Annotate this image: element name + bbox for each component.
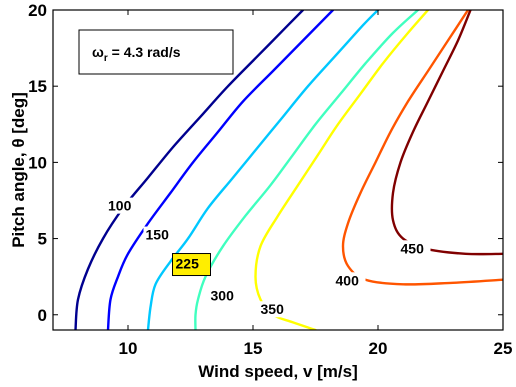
y-tick-label: 20 xyxy=(28,1,47,20)
contour-level-labels: 100 150 225 300 350 400 450 xyxy=(106,197,431,318)
annotation-text: ωr = 4.3 rad/s xyxy=(92,44,181,64)
y-tick-label: 0 xyxy=(38,306,47,325)
contour-line-225 xyxy=(146,10,380,330)
level-label-background xyxy=(398,240,431,257)
contour-line-300 xyxy=(194,10,420,330)
annotation-subscript: r xyxy=(104,53,108,64)
y-tick-label: 5 xyxy=(38,230,47,249)
plot-frame xyxy=(52,9,504,331)
level-label-background xyxy=(258,301,291,318)
x-tick-label: 15 xyxy=(244,339,263,358)
x-axis-label: Wind speed, v [m/s] xyxy=(198,362,357,381)
contour-line-150 xyxy=(106,10,335,330)
contour-line-400 xyxy=(341,10,503,286)
x-tick-label: 10 xyxy=(119,339,138,358)
highlighted-level-box xyxy=(172,253,211,277)
level-label-background xyxy=(106,197,138,214)
annotation-value: = 4.3 rad/s xyxy=(108,44,181,60)
x-tick-label: 25 xyxy=(494,339,513,358)
contour-label-100: 100 xyxy=(108,198,132,214)
contour-label-150: 150 xyxy=(146,227,170,243)
annotation-box: ωr = 4.3 rad/s xyxy=(78,29,234,75)
y-tick-label: 15 xyxy=(28,77,47,96)
y-axis-label: Pitch angle, θ [deg] xyxy=(9,92,28,248)
contour-label-300: 300 xyxy=(211,288,235,304)
contour-label-450: 450 xyxy=(401,240,425,256)
contour-line-450 xyxy=(390,10,503,256)
axis-ticks: 10 15 20 25 0 5 10 15 20 xyxy=(28,1,512,358)
contour-label-400: 400 xyxy=(336,272,360,288)
contour-line-100 xyxy=(74,10,305,330)
contour-label-225: 225 xyxy=(176,256,200,272)
level-label-background xyxy=(143,226,176,243)
level-label-background xyxy=(333,272,366,289)
annotation-symbol: ω xyxy=(92,44,104,60)
contour-lines xyxy=(74,10,503,330)
y-tick-label: 10 xyxy=(28,153,47,172)
contour-label-350: 350 xyxy=(261,301,285,317)
level-label-background xyxy=(208,287,241,304)
x-tick-label: 20 xyxy=(369,339,388,358)
